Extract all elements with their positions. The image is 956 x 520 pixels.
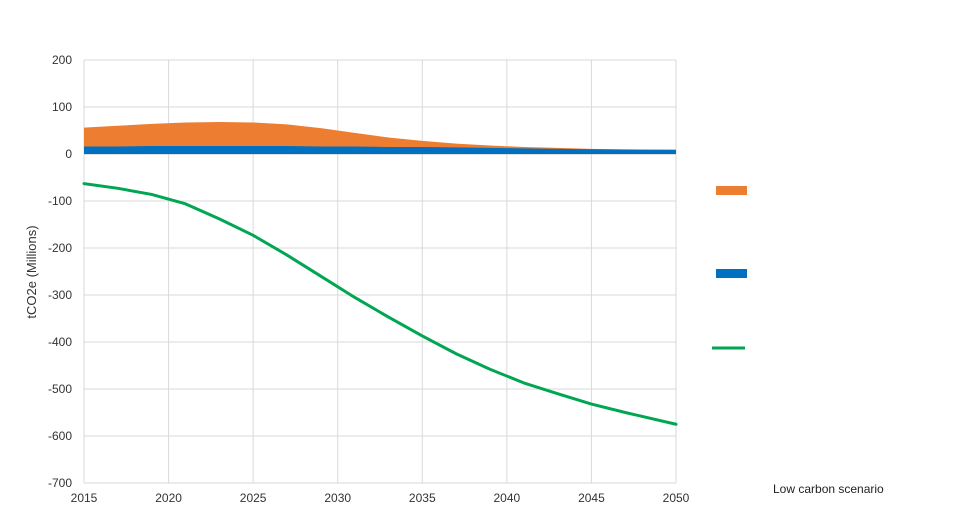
x-tick-label: 2050 xyxy=(663,491,690,505)
x-tick-label: 2030 xyxy=(324,491,351,505)
area-series-2 xyxy=(84,146,676,154)
scenario-note: Low carbon scenario xyxy=(773,482,884,496)
x-tick-label: 2045 xyxy=(578,491,605,505)
y-tick-label: -600 xyxy=(48,429,72,443)
y-tick-label: -500 xyxy=(48,382,72,396)
line-series-3 xyxy=(82,182,678,426)
y-tick-label: 0 xyxy=(65,147,72,161)
legend-swatch-2 xyxy=(716,269,747,278)
x-tick-label: 2020 xyxy=(155,491,182,505)
x-tick-label: 2025 xyxy=(240,491,267,505)
y-tick-label: 200 xyxy=(52,53,72,67)
y-tick-label: -100 xyxy=(48,194,72,208)
y-tick-label: -200 xyxy=(48,241,72,255)
x-tick-label: 2015 xyxy=(71,491,98,505)
y-tick-label: -400 xyxy=(48,335,72,349)
y-axis-label: tCO2e (Millions) xyxy=(24,225,39,318)
y-tick-label: -700 xyxy=(48,476,72,490)
x-tick-label: 2040 xyxy=(494,491,521,505)
legend-swatch-1 xyxy=(716,186,747,195)
y-tick-label: -300 xyxy=(48,288,72,302)
y-tick-label: 100 xyxy=(52,100,72,114)
legend xyxy=(712,186,747,350)
x-tick-label: 2035 xyxy=(409,491,436,505)
series-layer xyxy=(82,122,678,426)
